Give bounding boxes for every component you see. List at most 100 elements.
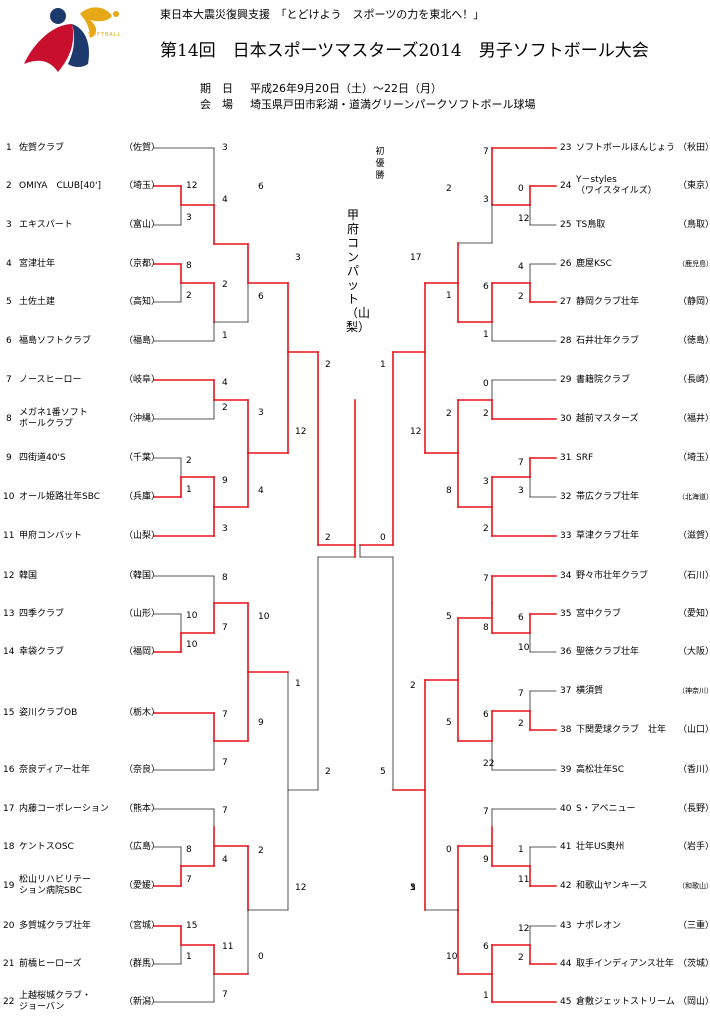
team-name: 内藤コーポレーション	[19, 804, 109, 814]
team-name: 下関愛球クラブ 壮年	[576, 725, 667, 735]
team-number: 43	[560, 921, 572, 931]
game-score: 1	[222, 331, 228, 341]
game-score: 7	[222, 623, 228, 633]
team-number: 15	[3, 708, 15, 718]
team-name: 倉敷ジェットストリーム	[576, 997, 675, 1007]
game-score: 10	[258, 612, 270, 622]
team-name: 土佐土建	[19, 297, 56, 307]
game-score: 5	[410, 883, 416, 893]
team-number: 16	[3, 765, 15, 775]
team-name: 四季クラブ	[19, 609, 65, 619]
team-number: 37	[560, 686, 572, 696]
team-name: 鹿屋KSC	[576, 259, 612, 269]
team-prefecture: （大阪）	[678, 647, 710, 657]
game-score: 0	[446, 845, 452, 855]
game-score: 2	[186, 291, 192, 301]
game-score: 6	[518, 613, 524, 623]
team-number: 10	[3, 492, 15, 502]
game-score: 2	[483, 524, 489, 534]
team-name: 甲府コンバット	[19, 531, 83, 541]
team-prefecture: （静岡）	[678, 297, 710, 307]
team-name: 宮中クラブ	[576, 609, 622, 619]
team-number: 25	[560, 220, 572, 230]
team-number: 18	[3, 842, 15, 852]
team-number: 1	[6, 143, 12, 153]
game-score: 4	[222, 195, 228, 205]
team-number: 39	[560, 765, 572, 775]
team-number: 27	[560, 297, 572, 307]
team-name: 高松壮年SC	[576, 765, 624, 775]
game-score: 2	[222, 280, 228, 290]
team-number: 19	[3, 881, 15, 891]
team-prefecture: （韓国）	[124, 571, 161, 581]
team-number: 44	[560, 959, 572, 969]
team-prefecture: （群馬）	[124, 959, 161, 969]
game-score: 9	[483, 855, 489, 865]
logo-text: SOFTBALL	[88, 32, 122, 38]
game-score: 1	[186, 485, 192, 495]
game-score: 4	[222, 855, 228, 865]
team-prefecture: （広島）	[124, 842, 161, 852]
team-prefecture: （千葉）	[124, 453, 161, 463]
game-score: 2	[446, 184, 452, 194]
team-number: 32	[560, 492, 572, 502]
team-name: 四街道40'S	[19, 453, 66, 463]
team-name: オール姫路壮年SBC	[19, 492, 101, 502]
game-score: 1	[186, 952, 192, 962]
team-name: Y－styles （ワイスタイルズ）	[576, 175, 657, 196]
game-score: 8	[446, 486, 452, 496]
game-score: 5	[446, 612, 452, 622]
team-name: 多賀城クラブ壮年	[19, 921, 92, 931]
team-prefecture: （埼玉）	[124, 181, 161, 191]
team-name: 上越桜城クラブ・ ジョーバン	[19, 991, 92, 1012]
game-score: 4	[258, 486, 264, 496]
game-score: 1	[380, 360, 386, 370]
game-score: 2	[483, 409, 489, 419]
game-score: 2	[518, 953, 524, 963]
team-name: 帯広クラブ壮年	[576, 492, 640, 502]
game-score: 10	[186, 611, 198, 621]
game-score: 6	[483, 942, 489, 952]
team-prefecture: （山口）	[678, 725, 710, 735]
team-prefecture: （福井）	[678, 414, 710, 424]
team-number: 9	[6, 453, 12, 463]
team-prefecture: （佐賀）	[124, 143, 161, 153]
team-name: 壮年US奥州	[576, 842, 625, 852]
game-score: 1	[483, 330, 489, 340]
game-score: 12	[186, 181, 198, 191]
team-name: 姿川クラブOB	[19, 708, 78, 718]
team-name: 野々市壮年クラブ	[576, 571, 649, 581]
period-label: 期 日	[200, 82, 233, 95]
game-score: 12	[518, 924, 530, 934]
team-prefecture: （岩手）	[678, 842, 710, 852]
team-number: 38	[560, 725, 572, 735]
team-prefecture: （新潟）	[124, 997, 161, 1007]
game-score: 3	[222, 143, 228, 153]
team-number: 42	[560, 881, 572, 891]
team-name: ケントスOSC	[19, 842, 74, 852]
game-score: 7	[483, 807, 489, 817]
team-prefecture: （石川）	[678, 571, 710, 581]
team-number: 33	[560, 531, 572, 541]
team-prefecture: （兵庫）	[124, 492, 161, 502]
team-number: 2	[6, 181, 12, 191]
team-name: メガネ1番ソフト ボールクラブ	[19, 408, 88, 429]
team-name: 和歌山ヤンキース	[576, 881, 648, 891]
game-score: 2	[410, 681, 416, 691]
team-number: 5	[6, 297, 12, 307]
game-score: 12	[295, 883, 307, 893]
game-score: 7	[222, 758, 228, 768]
game-score: 7	[518, 458, 524, 468]
game-score: 1	[446, 291, 452, 301]
team-prefecture: （高知）	[124, 297, 161, 307]
game-score: 7	[186, 875, 192, 885]
team-prefecture: （鹿児島）	[678, 260, 710, 268]
game-score: 7	[483, 574, 489, 584]
team-number: 41	[560, 842, 572, 852]
game-score: 3	[483, 477, 489, 487]
team-number: 35	[560, 609, 572, 619]
team-prefecture: （茨城）	[678, 959, 710, 969]
team-name: TS鳥取	[576, 220, 606, 230]
game-score: 11	[222, 942, 234, 952]
team-number: 40	[560, 804, 572, 814]
